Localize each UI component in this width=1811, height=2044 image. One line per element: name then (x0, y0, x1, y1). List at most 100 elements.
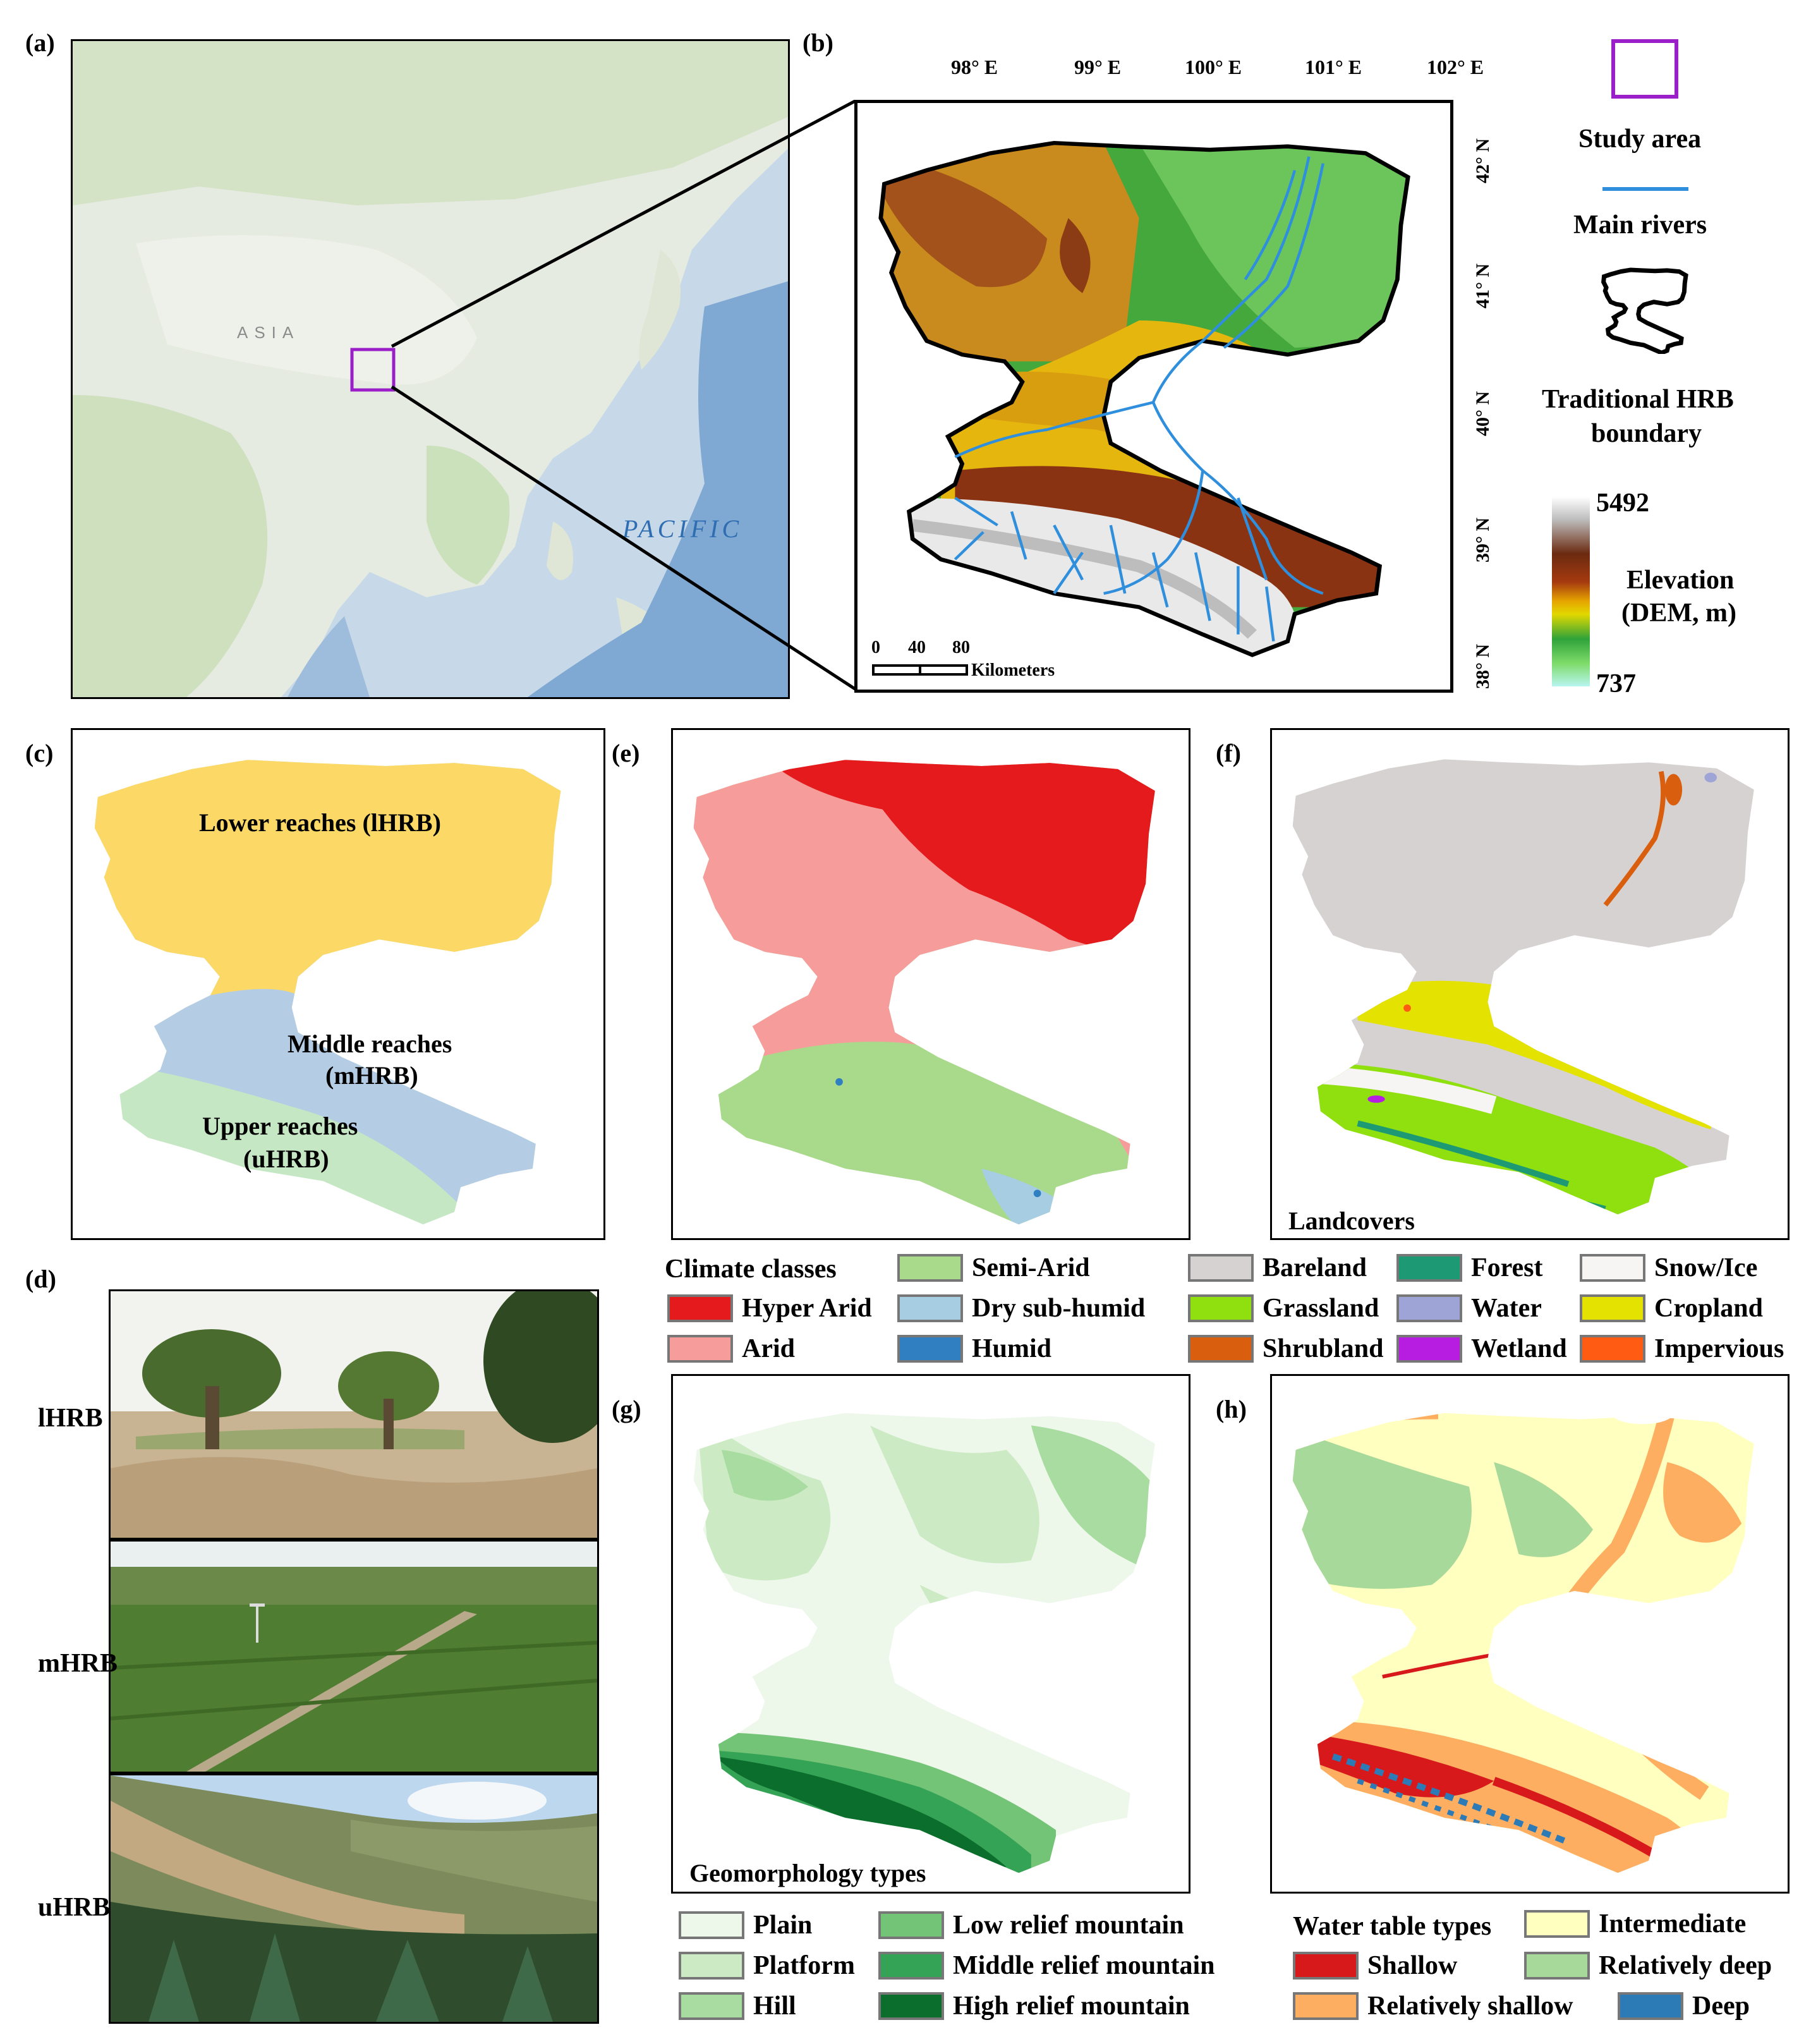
climate-legend-title: Climate classes (665, 1255, 837, 1284)
elevation-title-line1: Elevation (1626, 566, 1735, 595)
swatch-semi-arid (897, 1254, 963, 1282)
class-deep (1331, 1753, 1570, 1846)
swatch-grassland (1188, 1294, 1254, 1322)
legend-hill: Hill (679, 1991, 796, 2021)
boundary-symbol (1592, 265, 1700, 354)
class-cropland (1357, 980, 1717, 1129)
class-relatively-shallow (1663, 1462, 1742, 1543)
swatch-platform (679, 1952, 744, 1980)
geomorphology-map: Geomorphology types (671, 1374, 1190, 1894)
middle-reaches-label-line2: (mHRB) (325, 1061, 418, 1090)
legend-deep: Deep (1618, 1991, 1750, 2021)
landcover-map: Landcovers (1270, 728, 1790, 1240)
boundary-label-line2: boundary (1591, 419, 1702, 448)
swatch-relatively-shallow (1293, 1992, 1359, 2020)
middle-reaches-label-line1: Middle reaches (288, 1030, 452, 1058)
legend-shallow: Shallow (1293, 1950, 1457, 1981)
swatch-snow-ice (1580, 1254, 1645, 1282)
legend-semi-arid: Semi-Arid (897, 1253, 1090, 1283)
elevation-min: 737 (1596, 669, 1636, 698)
study-area-symbol (1611, 39, 1678, 99)
river-network (954, 156, 1324, 642)
swatch-shrubland (1188, 1335, 1254, 1363)
legend-impervious: Impervious (1580, 1334, 1784, 1364)
lon-tick-98: 98° E (951, 56, 998, 78)
photo-label-mhrb: mHRB (38, 1649, 118, 1678)
legend-snow-ice: Snow/Ice (1580, 1253, 1757, 1283)
zoom-lines (391, 99, 856, 691)
photo-label-lhrb: lHRB (38, 1404, 103, 1433)
swatch-arid (667, 1335, 733, 1363)
swatch-hill (679, 1992, 744, 2020)
legend-intermediate: Intermediate (1524, 1909, 1746, 1939)
study-area-label: Study area (1578, 125, 1702, 154)
photo-label-uhrb: uHRB (38, 1893, 111, 1922)
lhrb-photo (109, 1289, 599, 1540)
legend-humid: Humid (897, 1334, 1051, 1364)
legend-middle-relief: Middle relief mountain (878, 1950, 1215, 1981)
class-impervious (1403, 1004, 1411, 1012)
lon-tick-99: 99° E (1074, 56, 1122, 78)
panel-f-label: (f) (1216, 739, 1241, 767)
legend-grassland: Grassland (1188, 1293, 1379, 1323)
lat-tick-38: 38° N (1472, 643, 1493, 689)
elevation-title-line2: (DEM, m) (1621, 599, 1736, 628)
swatch-relatively-deep (1524, 1952, 1590, 1980)
asia-overview-map: ASIA PACIFIC (71, 39, 790, 699)
swatch-deep (1618, 1992, 1683, 2020)
lon-tick-102: 102° E (1427, 56, 1484, 78)
panel-b-label: (b) (803, 28, 833, 57)
scale-tick-0: 0 (871, 638, 880, 657)
region-lower (94, 760, 561, 995)
mhrb-photo (109, 1540, 599, 1773)
legend-cropland: Cropland (1580, 1293, 1763, 1323)
dem-map: 0 40 80 Kilometers (854, 100, 1453, 693)
swatch-wetland (1396, 1335, 1462, 1363)
swatch-middle-relief (878, 1952, 944, 1980)
boundary-label-line1: Traditional HRB (1542, 385, 1734, 414)
panel-d-label: (d) (25, 1265, 56, 1293)
swatch-bareland (1188, 1254, 1254, 1282)
lat-tick-42: 42° N (1472, 138, 1493, 183)
swatch-hyper-arid (667, 1294, 733, 1322)
uhrb-photo (109, 1773, 599, 2024)
legend-high-relief: High relief mountain (878, 1991, 1190, 2021)
legend-low-relief: Low relief mountain (878, 1910, 1184, 1940)
swatch-impervious (1580, 1335, 1645, 1363)
scale-tick-80: 80 (952, 638, 970, 657)
geomorphology-caption: Geomorphology types (689, 1859, 926, 1887)
upper-reaches-label-line2: (uHRB) (243, 1145, 329, 1173)
climate-map (671, 728, 1190, 1240)
water-table-map (1270, 1374, 1790, 1894)
swatch-low-relief (878, 1911, 944, 1939)
lon-tick-100: 100° E (1185, 56, 1242, 78)
legend-shrubland: Shrubland (1188, 1334, 1383, 1364)
main-rivers-symbol (1602, 187, 1688, 191)
scale-tick-40: 40 (908, 638, 926, 657)
swatch-forest (1396, 1254, 1462, 1282)
lon-tick-101: 101° E (1305, 56, 1362, 78)
legend-relatively-shallow: Relatively shallow (1293, 1991, 1573, 2021)
lat-tick-39: 39° N (1472, 517, 1493, 563)
legend-water: Water (1396, 1293, 1542, 1323)
scale-unit: Kilometers (971, 660, 1055, 680)
swatch-shallow (1293, 1952, 1359, 1980)
legend-relatively-deep: Relatively deep (1524, 1950, 1772, 1981)
region-middle (94, 939, 561, 1206)
legend-wetland: Wetland (1396, 1334, 1567, 1364)
legend-dry-sub-humid: Dry sub-humid (897, 1293, 1145, 1323)
class-hyper-arid (693, 760, 1155, 983)
legend-platform: Platform (679, 1950, 855, 1981)
swatch-cropland (1580, 1294, 1645, 1322)
water-table-legend-title: Water table types (1293, 1912, 1492, 1941)
swatch-plain (679, 1911, 744, 1939)
legend-hyper-arid: Hyper Arid (667, 1293, 872, 1323)
lat-tick-40: 40° N (1472, 391, 1493, 436)
ocean-label: PACIFIC (622, 514, 742, 543)
study-area-box (350, 348, 396, 392)
class-shallow (1295, 1732, 1494, 1798)
class-shrubland (1603, 770, 1666, 907)
panel-a-label: (a) (25, 28, 55, 57)
panel-h-label: (h) (1216, 1395, 1247, 1423)
panel-c-label: (c) (25, 739, 54, 767)
